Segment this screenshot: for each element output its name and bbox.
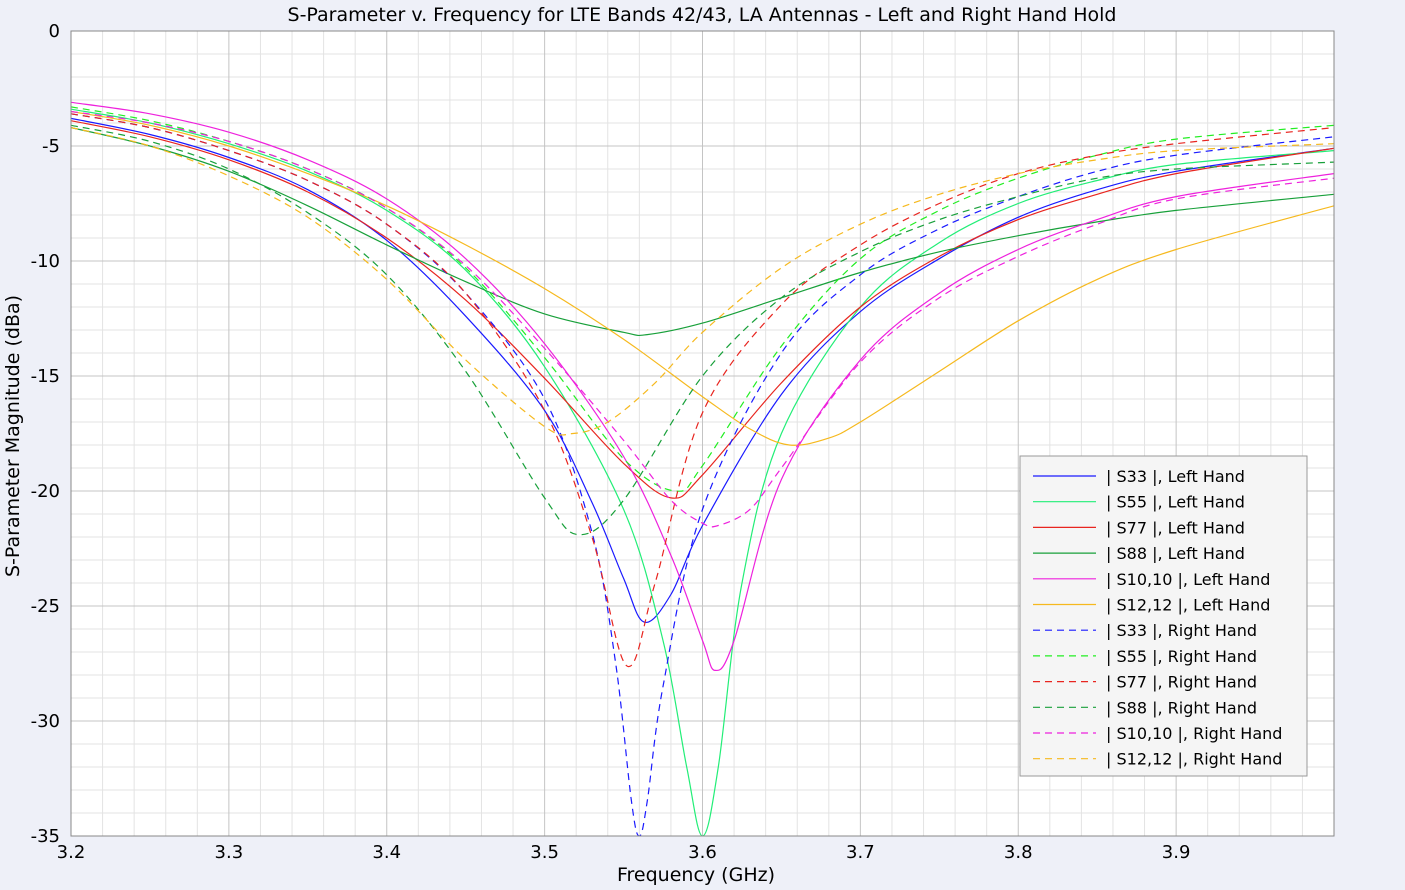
- y-axis-title: S-Parameter Magnitude (dBa): [2, 295, 24, 577]
- legend-label-9: | S77 |, Right Hand: [1106, 673, 1257, 692]
- series-line-3: [71, 120, 1334, 499]
- x-tick-label: 3.3: [215, 842, 244, 863]
- series-line-4: [71, 127, 1334, 337]
- series-line-9: [71, 113, 1334, 668]
- y-tick-label: -10: [31, 251, 60, 272]
- x-tick-label: 3.4: [372, 842, 401, 863]
- legend-label-3: | S77 |, Left Hand: [1106, 518, 1245, 537]
- x-tick-label: 3.5: [530, 842, 559, 863]
- legend-label-1: | S33 |, Left Hand: [1106, 467, 1245, 486]
- chart-title: S-Parameter v. Frequency for LTE Bands 4…: [288, 4, 1117, 26]
- legend-label-4: | S88 |, Left Hand: [1106, 544, 1245, 563]
- legend-label-8: | S55 |, Right Hand: [1106, 647, 1257, 666]
- x-tick-label: 3.2: [57, 842, 86, 863]
- grid-major: [71, 31, 1334, 836]
- legend-label-10: | S88 |, Right Hand: [1106, 698, 1257, 717]
- plot-frame: [70, 30, 1335, 837]
- x-tick-label: 3.8: [1004, 842, 1033, 863]
- curves: [71, 101, 1334, 836]
- y-tick-label: 0: [49, 21, 60, 42]
- legend-box: [1019, 455, 1308, 777]
- series-line-5: [71, 101, 1334, 672]
- y-tick-label: -20: [31, 481, 60, 502]
- x-tick-label: 3.7: [846, 842, 875, 863]
- legend-label-7: | S33 |, Right Hand: [1106, 621, 1257, 640]
- legend-label-2: | S55 |, Left Hand: [1106, 493, 1245, 512]
- x-axis-title: Frequency (GHz): [617, 864, 775, 886]
- y-tick-labels: 0 -5 -10 -15 -20 -25 -30 -35: [31, 21, 60, 847]
- series-line-6: [71, 110, 1334, 446]
- y-tick-label: -15: [31, 366, 60, 387]
- y-tick-label: -5: [42, 136, 60, 157]
- series-line-12: [71, 127, 1334, 436]
- series-line-10: [71, 124, 1334, 536]
- x-tick-labels: 3.2 3.3 3.4 3.5 3.6 3.7 3.8 3.9: [57, 842, 1191, 863]
- legend-label-11: | S10,10 |, Right Hand: [1106, 724, 1282, 743]
- y-tick-label: -35: [31, 826, 60, 847]
- y-tick-label: -25: [31, 596, 60, 617]
- y-tick-label: -30: [31, 711, 60, 732]
- legend-label-6: | S12,12 |, Left Hand: [1106, 596, 1270, 615]
- legend: | S33 |, Left Hand | S55 |, Left Hand | S7…: [1019, 455, 1308, 777]
- x-tick-label: 3.9: [1162, 842, 1191, 863]
- x-tick-label: 3.6: [688, 842, 717, 863]
- series-line-11: [71, 110, 1334, 528]
- legend-label-5: | S10,10 |, Left Hand: [1106, 570, 1270, 589]
- legend-label-12: | S12,12 |, Right Hand: [1106, 750, 1282, 769]
